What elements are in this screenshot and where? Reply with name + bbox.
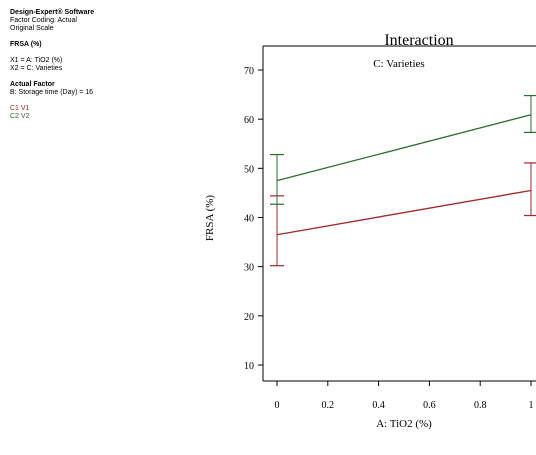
error-bar-2-2 [524,94,536,134]
y-axis-ticks: 10 20 30 40 50 60 70 [244,66,263,372]
x-tick-label: 0.2 [322,400,335,411]
actual-factor-value: B: Storage time (Day) = 16 [10,89,94,96]
x-axis-label: A: TiO2 (%) [376,418,432,430]
x-tick-label: 0 [275,400,280,411]
error-bar-1-2 [524,162,536,217]
x-tick-label: 1 [529,400,534,411]
legend-c1: C1 V1 [10,105,30,112]
error-bar-1-1 [270,195,284,267]
series-layer [270,94,536,267]
x-tick-label: 0.8 [474,400,487,411]
series-line-1 [276,189,532,236]
chart-subtitle: C: Varieties [373,58,424,70]
series-line-2 [276,114,532,182]
factor-coding: Factor Coding: Actual [10,17,77,24]
x2-label: X2 = C: Varieties [10,65,63,72]
error-bar-2-1 [270,153,284,205]
info-panel: Design-Expert® Software Factor Coding: A… [10,9,150,121]
actual-factor-heading: Actual Factor [10,81,55,88]
y-axis-label: FRSA (%) [204,195,216,241]
software-name: Design-Expert® Software [10,9,95,16]
y-tick-label: 30 [244,263,254,274]
x-tick-label: 0.4 [372,400,385,411]
y-tick-label: 10 [244,361,254,372]
plot-frame [262,45,536,382]
legend-c2: C2 V2 [10,113,30,120]
x1-label: X1 = A: TiO2 (%) [10,57,63,64]
y-tick-label: 50 [244,164,254,175]
x-axis-ticks: 0 0.2 0.4 0.6 0.8 1 [275,381,534,411]
y-tick-label: 40 [244,214,254,225]
chart-title: Interaction [384,32,453,49]
scale-label: Original Scale [10,25,54,32]
response-name: FRSA (%) [10,41,42,48]
y-tick-label: 20 [244,312,254,323]
y-tick-label: 60 [244,115,254,126]
y-tick-label: 70 [244,66,254,77]
x-tick-label: 0.6 [423,400,436,411]
